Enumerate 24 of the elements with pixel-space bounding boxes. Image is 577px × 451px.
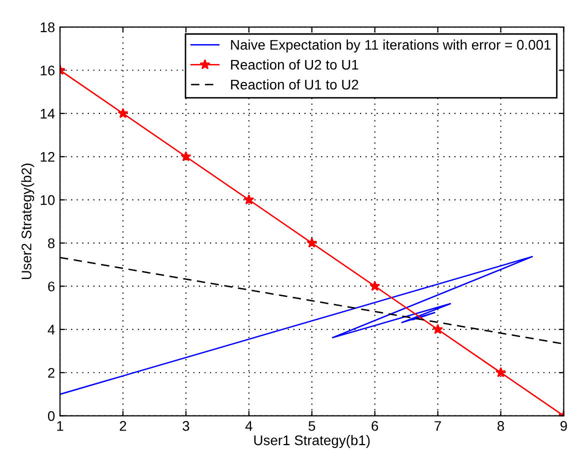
x-tick-label: 4: [245, 421, 252, 431]
legend-label: Reaction of U1 to U2: [231, 79, 358, 90]
x-tick-label: 3: [182, 421, 190, 431]
x-tick-label: 7: [434, 421, 441, 431]
legend-label: Naive Expectation by 11 iterations with error = 0.001: [231, 40, 551, 53]
y-tick-label: 0: [48, 411, 55, 421]
y-tick-label: 6: [48, 282, 55, 292]
y-tick-label: 4: [48, 324, 55, 334]
x-tick-label: 6: [372, 421, 378, 431]
y-tick-label: 2: [48, 368, 54, 378]
legend-label: Reaction of U2 to U1: [231, 59, 358, 70]
y-tick-label: 16: [40, 66, 55, 76]
y-tick-label: 12: [40, 152, 54, 162]
x-tick-label: 2: [120, 421, 126, 431]
y-axis-title: User2 Strategy(b2): [21, 164, 34, 280]
y-tick-label: 10: [40, 195, 55, 206]
y-tick-label: 18: [40, 22, 55, 32]
y-tick-label: 8: [48, 238, 55, 248]
x-tick-label: 1: [57, 421, 64, 431]
x-axis-title: User1 Strategy(b1): [254, 435, 370, 448]
x-tick-label: 8: [498, 421, 504, 431]
x-tick-label: 9: [560, 421, 567, 431]
x-tick-label: 5: [308, 421, 316, 431]
y-tick-label: 14: [40, 108, 55, 118]
